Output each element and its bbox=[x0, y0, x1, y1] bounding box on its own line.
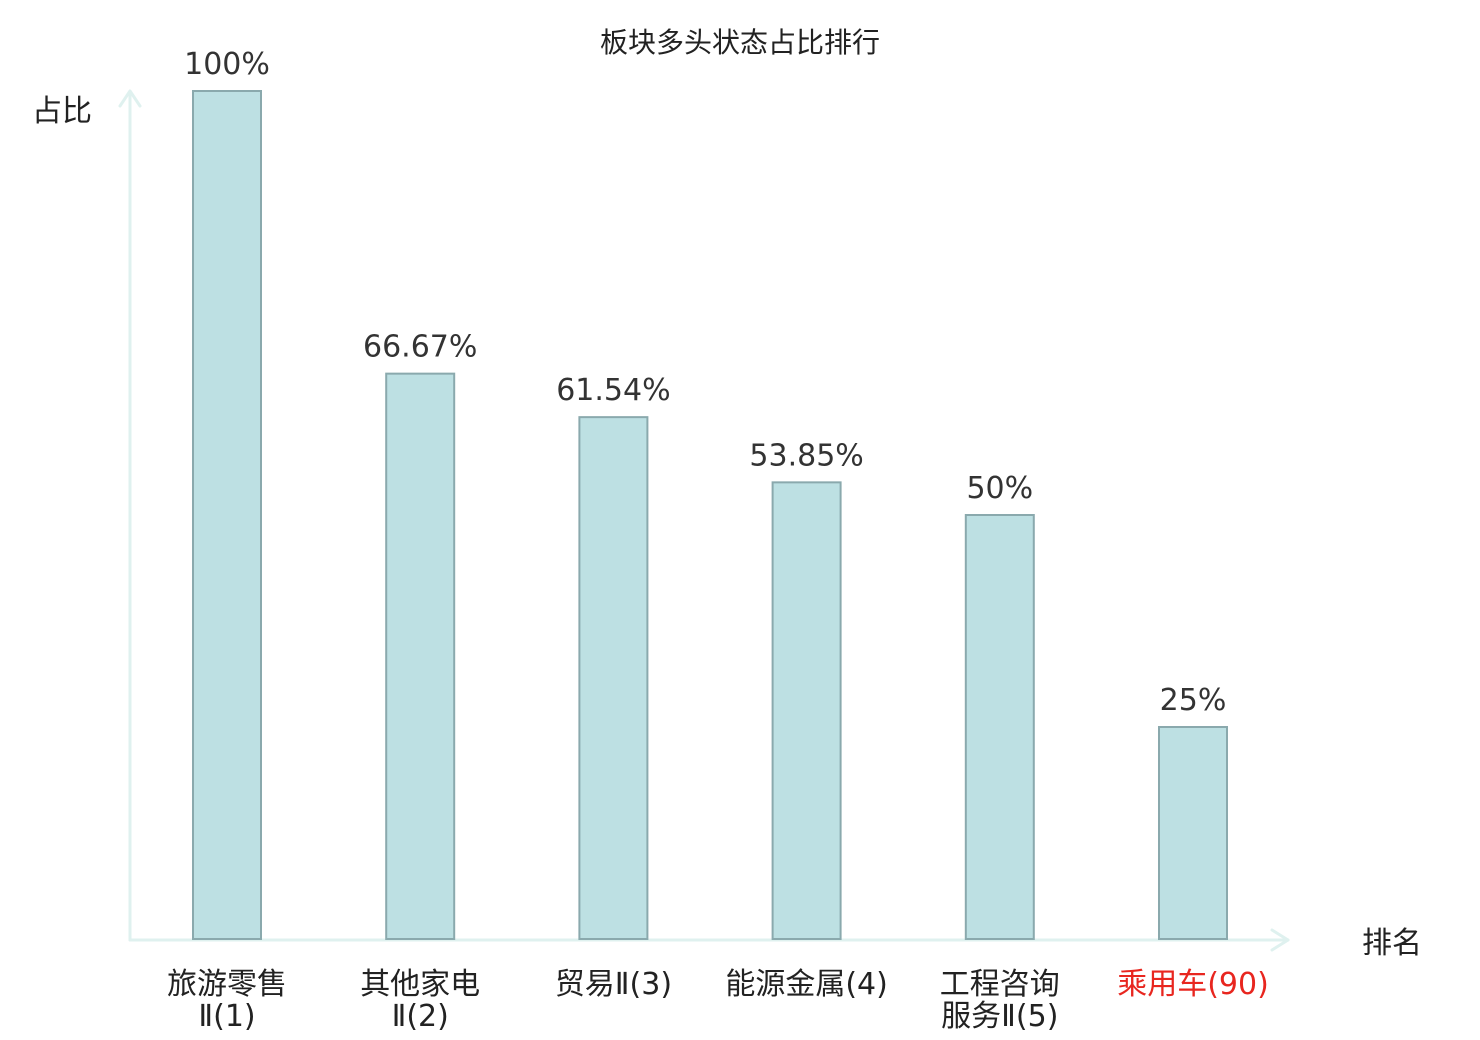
category-label-line: Ⅱ(2) bbox=[392, 999, 449, 1034]
category-label-line: 能源金属(4) bbox=[725, 967, 888, 1002]
y-axis-label: 占比 bbox=[32, 94, 92, 129]
bar-1 bbox=[192, 90, 262, 940]
chart-title: 板块多头状态占比排行 bbox=[600, 26, 880, 59]
category-label-6: 乘用车(90) bbox=[1117, 967, 1269, 1002]
x-axis-arrow-icon bbox=[1270, 928, 1290, 952]
value-label-2: 66.67% bbox=[363, 330, 477, 365]
category-label-line: 旅游零售 bbox=[167, 967, 287, 1002]
category-label-2: 其他家电 Ⅱ(2) bbox=[360, 967, 480, 1034]
category-label-line: 其他家电 bbox=[360, 967, 480, 1002]
value-label-1: 100% bbox=[184, 47, 270, 82]
category-label-line: 贸易Ⅱ(3) bbox=[555, 967, 672, 1002]
category-label-line: 工程咨询 bbox=[940, 967, 1060, 1002]
category-label-3: 贸易Ⅱ(3) bbox=[555, 967, 672, 1002]
bar-3 bbox=[578, 416, 649, 940]
category-label-line: 乘用车(90) bbox=[1117, 967, 1269, 1002]
category-label-1: 旅游零售 Ⅱ(1) bbox=[167, 967, 287, 1034]
bar-5 bbox=[964, 514, 1035, 940]
value-label-5: 50% bbox=[966, 471, 1033, 506]
bars-group bbox=[192, 90, 1228, 940]
bar-6 bbox=[1158, 726, 1228, 940]
category-label-line: 服务Ⅱ(5) bbox=[941, 999, 1058, 1034]
value-label-3: 61.54% bbox=[556, 373, 670, 408]
bar-4 bbox=[771, 481, 842, 940]
value-label-4: 53.85% bbox=[749, 438, 863, 473]
category-labels-group: 旅游零售 Ⅱ(1) 其他家电 Ⅱ(2) 贸易Ⅱ(3) 能源金属(4) 工程咨询服务Ⅱ(5) 乘… bbox=[167, 967, 1269, 1034]
bar-2 bbox=[385, 372, 456, 940]
x-axis-label: 排名 bbox=[1362, 926, 1422, 961]
axes bbox=[118, 89, 1290, 952]
value-labels-group: 100% 66.67% 61.54% 53.85% 50% 25% bbox=[184, 47, 1226, 718]
category-label-5: 工程咨询服务Ⅱ(5) bbox=[940, 967, 1060, 1034]
value-label-6: 25% bbox=[1160, 683, 1227, 718]
category-label-4: 能源金属(4) bbox=[725, 967, 888, 1002]
category-label-line: Ⅱ(1) bbox=[198, 999, 255, 1034]
y-axis-arrow-icon bbox=[118, 89, 142, 108]
